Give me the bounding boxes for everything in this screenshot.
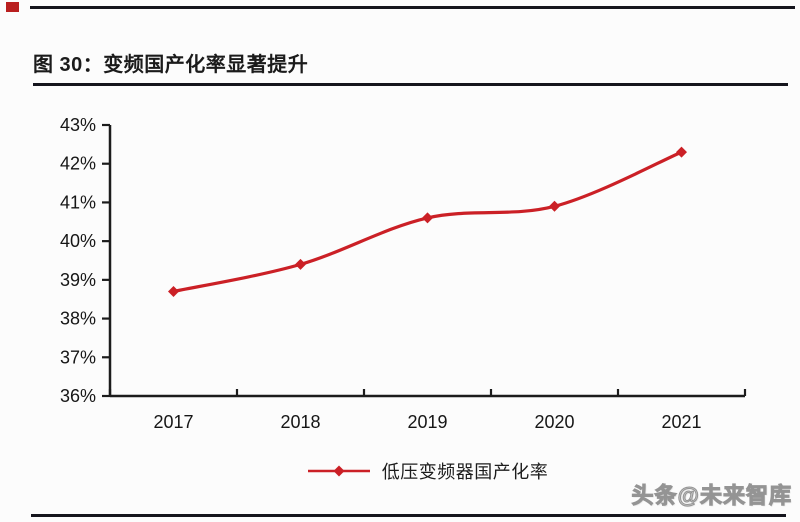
x-axis-label: 2020 [534, 412, 574, 432]
data-point-marker [295, 258, 306, 270]
x-axis-label: 2021 [661, 412, 701, 432]
y-axis-label: 43% [60, 115, 96, 135]
bottom-divider [31, 514, 786, 517]
legend-line-marker-icon [307, 465, 370, 477]
y-axis-label: 37% [60, 347, 96, 367]
y-axis-label: 41% [60, 192, 96, 212]
y-axis-label: 42% [60, 154, 96, 174]
x-axis-label: 2018 [280, 412, 320, 432]
watermark-text: 头条@未来智库 [631, 483, 792, 509]
y-axis-label: 38% [60, 309, 96, 329]
top-divider [30, 6, 795, 9]
y-axis-label: 36% [60, 386, 96, 406]
x-axis-label: 2019 [407, 412, 447, 432]
y-axis-label: 39% [60, 270, 96, 290]
title-divider [33, 83, 788, 86]
red-square-bullet-icon [6, 2, 19, 12]
data-point-marker [549, 200, 560, 212]
chart-legend: 低压变频器国产化率 [110, 458, 745, 484]
x-axis-label: 2017 [153, 412, 193, 432]
data-point-marker [422, 212, 433, 224]
data-point-marker [168, 285, 179, 297]
legend-label: 低压变频器国产化率 [381, 462, 549, 482]
y-axis-label: 40% [60, 231, 96, 251]
line-chart: 36% 37% 38% 39% 40% 41% 42% 43% 2017 2018 2019 2020… [60, 115, 747, 432]
data-point-marker [676, 146, 687, 158]
figure-title: 图 30：变频国产化率显著提升 [33, 54, 309, 76]
